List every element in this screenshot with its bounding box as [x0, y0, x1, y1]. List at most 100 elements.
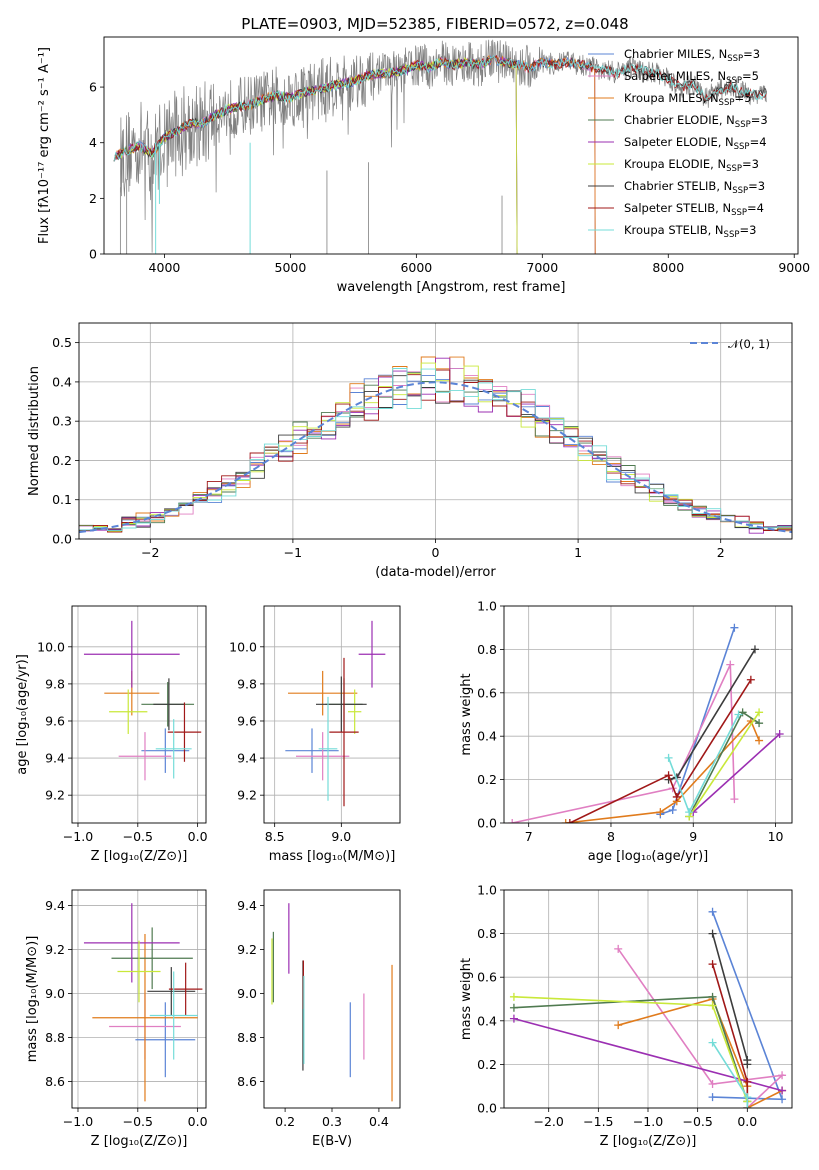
plot-area — [285, 620, 386, 807]
plot-area — [79, 356, 792, 534]
plot-area — [271, 903, 393, 1102]
mass-weight-marker — [750, 645, 759, 654]
mass-weight-marker — [730, 623, 739, 632]
legend-entry: Chabrier MILES, NSSP=3 — [624, 47, 760, 64]
y-tick-label: 8.8 — [237, 1030, 257, 1045]
y-axis-label: Normed distribution — [27, 366, 42, 496]
legend-entry: Kroupa STELIB, NSSP=3 — [624, 223, 756, 240]
x-tick-label: 8.5 — [265, 829, 285, 844]
x-tick-label: −2.0 — [534, 1114, 564, 1129]
x-tick-label: 4000 — [149, 260, 181, 275]
mass-weight-marker — [734, 710, 743, 719]
legend-entry: Salpeter STELIB, NSSP=4 — [624, 201, 764, 218]
residual-histogram-8 — [79, 368, 792, 532]
y-tick-label: 0.6 — [477, 970, 497, 985]
x-tick-label: −1.0 — [63, 1114, 93, 1129]
axes-overlay: −1.0 −0.5 0.0 8.6 8.8 9.0 9.2 9.4 Z [log₁₀(Z/Z⊙)… — [25, 889, 208, 1149]
x-tick-label: −1.0 — [633, 1114, 663, 1129]
y-tick-label: 1.0 — [477, 883, 497, 898]
mass-weight-line-7 — [569, 679, 752, 823]
x-axis-label: wavelength [Angstrom, rest frame] — [337, 280, 566, 295]
x-tick-label: 9000 — [778, 260, 810, 275]
y-tick-label: 9.0 — [45, 986, 65, 1001]
legend-entry: Chabrier STELIB, NSSP=3 — [624, 179, 765, 196]
legend-suffix: =4 — [747, 201, 764, 215]
x-tick-label: 2 — [717, 545, 725, 560]
panel-4: 8.5 9.0 9.2 9.4 9.6 9.8 10.0 mass [log₁₀(M/M⊙)] — [229, 605, 401, 864]
y-tick-label: 9.4 — [45, 898, 65, 913]
model-spectrum-7 — [113, 54, 767, 162]
y-tick-label: 2 — [89, 191, 97, 206]
mass-weight-marker — [730, 795, 739, 804]
y-tick-label: 0.0 — [477, 1101, 497, 1116]
x-tick-label: 10 — [768, 829, 784, 844]
x-tick-label: 8000 — [652, 260, 684, 275]
mass-weight-marker — [778, 1071, 787, 1080]
mass-weight-marker — [755, 708, 764, 717]
mass-weight-marker — [672, 792, 681, 801]
chart-title: PLATE=0903, MJD=52385, FIBERID=0572, z=0… — [241, 15, 628, 33]
mass-weight-marker — [509, 1014, 518, 1023]
legend-subscript: SSP — [734, 142, 750, 152]
legend-subscript: SSP — [732, 186, 748, 196]
x-tick-label: 5000 — [275, 260, 307, 275]
x-axis-label: mass [log₁₀(M/M⊙)] — [269, 849, 396, 864]
legend-subscript: SSP — [724, 230, 740, 240]
legend-entry: Kroupa ELODIE, NSSP=3 — [624, 157, 759, 174]
mass-weight-line-6 — [711, 933, 749, 1065]
mass-weight-marker — [738, 708, 747, 717]
axes-overlay: 4000 5000 6000 7000 8000 9000 0 2 4 6 wavelength [… — [37, 15, 810, 295]
x-tick-label: 7000 — [526, 260, 558, 275]
y-tick-label: 0.6 — [477, 685, 497, 700]
y-tick-label: 9.0 — [237, 986, 257, 1001]
axes-frame — [71, 889, 207, 1109]
x-tick-label: −0.5 — [682, 1114, 712, 1129]
y-tick-label: 0.8 — [477, 642, 497, 657]
mass-weight-marker — [668, 805, 677, 814]
legend-suffix: =5 — [734, 91, 751, 105]
x-tick-label: −1.0 — [63, 829, 93, 844]
mass-weight-marker — [743, 1077, 752, 1086]
legend-label: Chabrier ELODIE, N — [624, 113, 735, 127]
y-tick-label: 9.6 — [45, 713, 65, 728]
mass-weight-marker — [509, 992, 518, 1001]
y-tick-label: 9.2 — [45, 942, 65, 957]
legend-label: Salpeter MILES, N — [624, 69, 726, 83]
y-tick-label: 9.2 — [45, 788, 65, 803]
mass-weight-marker — [656, 808, 665, 817]
legend-entry: Kroupa MILES, NSSP=5 — [624, 91, 751, 108]
plot-area — [83, 903, 203, 1102]
plot-area — [83, 620, 202, 781]
mass-weight-line-4 — [692, 733, 781, 813]
legend-subscript: SSP — [735, 120, 751, 130]
panel-5: 7 8 9 10 0.0 0.2 0.4 0.6 0.8 1.0 age [log₁₀(age/yr… — [459, 599, 793, 864]
y-tick-label: 0.4 — [52, 374, 72, 389]
y-axis-label: mass weight — [459, 673, 474, 755]
axes-overlay: 7 8 9 10 0.0 0.2 0.4 0.6 0.8 1.0 age [log₁₀(age/yr… — [459, 599, 793, 864]
y-tick-label: 10.0 — [37, 639, 65, 654]
mass-weight-marker — [755, 719, 764, 728]
y-axis-label: age [log₁₀(age/yr)] — [15, 654, 30, 775]
mass-weight-marker — [565, 819, 574, 823]
axes-frame — [78, 322, 793, 540]
axes-frame — [503, 605, 793, 824]
y-tick-label: 0.3 — [52, 414, 72, 429]
legend-label: Kroupa ELODIE, N — [624, 157, 726, 171]
x-axis-label: Z [log₁₀(Z/Z⊙)] — [91, 1134, 188, 1149]
x-tick-label: 0.2 — [275, 1114, 295, 1129]
model-spectrum-8 — [113, 54, 767, 162]
axes-overlay: 0.2 0.3 0.4 8.6 8.8 9.0 9.2 9.4 E(B-V) — [237, 889, 401, 1149]
mass-weight-marker — [664, 753, 673, 762]
axes-overlay: −1.0 −0.5 0.0 9.2 9.4 9.6 9.8 10.0 Z [log₁₀(Z/Z⊙… — [15, 605, 208, 864]
legend-suffix: =3 — [739, 223, 756, 237]
normal-reference-curve — [79, 381, 792, 534]
mass-weight-marker — [708, 992, 717, 1001]
plot-area — [113, 39, 767, 254]
mass-weight-marker — [743, 1093, 752, 1102]
mass-weight-marker — [509, 1003, 518, 1012]
mass-weight-marker — [708, 1080, 717, 1089]
legend-subscript: SSP — [726, 76, 742, 86]
y-tick-label: 8.6 — [45, 1074, 65, 1089]
x-axis-label: age [log₁₀(age/yr)] — [588, 849, 709, 864]
